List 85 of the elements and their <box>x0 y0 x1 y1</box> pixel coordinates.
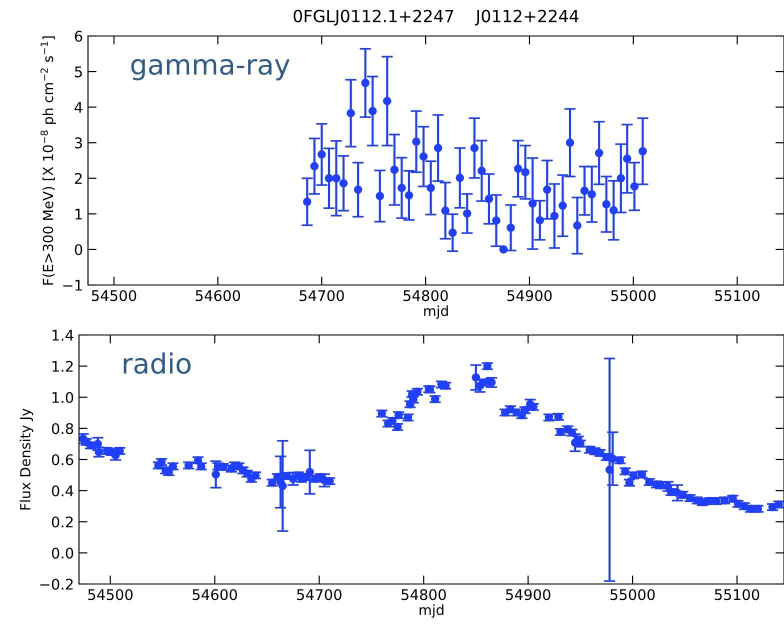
y-tick-label: 1.2 <box>52 360 73 372</box>
point <box>558 202 567 210</box>
y-tick-label: 2 <box>74 173 82 184</box>
y-tick-label: −1 <box>63 280 82 291</box>
point <box>478 166 486 175</box>
x-tick-label: 54500 <box>92 290 136 302</box>
point <box>536 216 544 224</box>
x-axis-title: mjd <box>424 305 448 319</box>
y-tick-label: 4 <box>74 102 82 113</box>
point <box>499 245 508 254</box>
y-tick-label: −0.2 <box>40 578 73 590</box>
point <box>404 191 414 200</box>
point <box>456 174 464 182</box>
y-tick-label: 0.8 <box>52 423 74 434</box>
point <box>390 166 399 174</box>
point <box>550 212 559 220</box>
point <box>398 184 406 192</box>
x-tick-label: 54500 <box>88 589 133 600</box>
point <box>426 184 435 192</box>
y-tick-label: 0.2 <box>52 516 73 528</box>
point <box>303 198 312 206</box>
point <box>521 168 530 176</box>
y-tick-label: 1 <box>75 208 82 220</box>
y-axis-title: Flux Density Jy <box>20 408 34 510</box>
x-tick-label: 54600 <box>192 589 238 600</box>
point <box>361 78 370 88</box>
point <box>441 206 450 215</box>
point <box>318 150 326 159</box>
x-tick-label: 54900 <box>506 589 550 600</box>
point <box>528 199 537 208</box>
y-tick-label: 0.0 <box>52 548 74 559</box>
point <box>419 152 428 161</box>
point <box>332 174 340 182</box>
y-tick-label: 6 <box>74 30 82 42</box>
point <box>594 148 604 158</box>
point <box>462 209 472 218</box>
y-tick-label: 3 <box>74 137 82 148</box>
point <box>492 216 500 225</box>
point <box>383 96 392 106</box>
point <box>616 174 626 182</box>
point <box>484 194 494 204</box>
x-axis-title: mjd <box>420 604 444 618</box>
y-tick-label: 0.6 <box>52 454 74 466</box>
x-tick-label: 54700 <box>300 290 344 302</box>
y-tick-label: 0 <box>74 244 82 256</box>
x-tick-label: 55100 <box>715 290 760 302</box>
y-tick-label: 1.0 <box>52 392 74 403</box>
point <box>609 206 618 214</box>
chart-title: 0FGLJ0112.1+2247 J0112+2244 <box>294 10 579 26</box>
point <box>638 147 647 156</box>
annotation: radio <box>124 352 191 374</box>
y-axis-title: F(E>300 MeV) [X 10$^{−8}$ ph cm$^{−2}$ s$^{−1}$] <box>40 36 56 285</box>
point <box>542 186 552 194</box>
x-tick-label: 55000 <box>611 290 656 302</box>
point <box>324 174 334 182</box>
x-tick-label: 54700 <box>297 589 342 600</box>
x-tick-label: 54900 <box>507 290 552 302</box>
y-tick-label: 0.4 <box>52 485 74 496</box>
point <box>346 109 355 118</box>
point <box>470 144 479 152</box>
x-tick-label: 55000 <box>610 589 655 600</box>
y-tick-label: 5 <box>74 66 82 78</box>
point <box>580 186 589 195</box>
y-tick-label: 1.4 <box>52 330 74 341</box>
point <box>506 224 515 232</box>
point <box>630 182 639 191</box>
x-tick-label: 54800 <box>402 589 446 600</box>
point <box>339 179 348 188</box>
x-tick-label: 54800 <box>404 290 448 302</box>
point <box>602 200 611 208</box>
annotation: gamma-ray <box>131 58 290 80</box>
point <box>376 192 384 200</box>
point <box>448 228 457 237</box>
x-tick-label: 54600 <box>196 290 240 302</box>
point <box>434 144 442 152</box>
point <box>566 138 574 147</box>
point <box>412 137 420 146</box>
point <box>514 164 522 173</box>
point <box>310 162 319 170</box>
point <box>588 190 596 198</box>
x-tick-label: 55100 <box>714 589 760 600</box>
point <box>354 186 362 194</box>
point <box>622 154 632 163</box>
point <box>368 106 377 116</box>
point <box>573 221 582 230</box>
